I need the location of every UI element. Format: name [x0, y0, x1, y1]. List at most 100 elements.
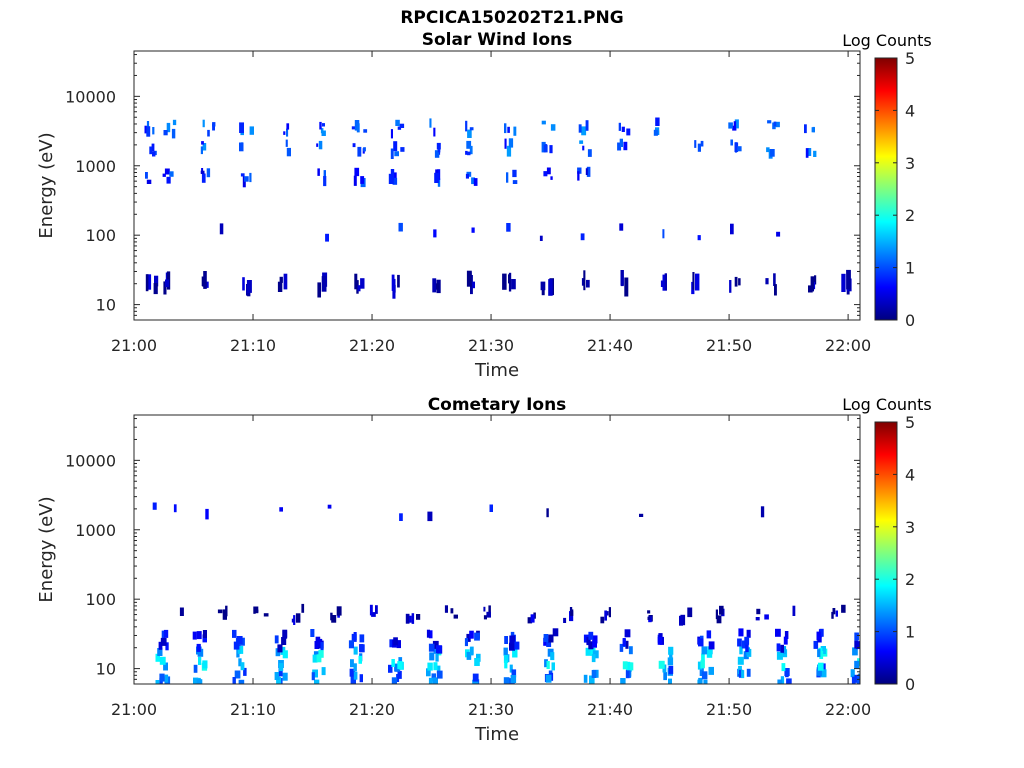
spectrogram-cell [316, 654, 322, 663]
spectrogram-cell [282, 672, 288, 681]
spectrogram-cell [283, 273, 288, 290]
spectrogram-cell [503, 647, 508, 656]
spectrogram-cell [465, 173, 469, 179]
spectrogram-cell [426, 668, 431, 677]
spectrogram-cell [506, 172, 509, 183]
spectrogram-cell [570, 609, 574, 616]
spectrogram-cell [427, 662, 433, 671]
spectrogram-cell [151, 143, 155, 152]
colorbar-tick-label: 3 [905, 154, 915, 173]
spectrogram-cell [353, 671, 358, 680]
spectrogram-cell [162, 173, 166, 177]
spectrogram-cell [653, 129, 658, 136]
spectrogram-cell [166, 176, 171, 184]
spectrogram-cell [592, 650, 599, 659]
spectrogram-cell [533, 612, 536, 619]
spectrogram-cell [469, 145, 473, 155]
spectrogram-cell [577, 171, 580, 181]
spectrogram-cell [222, 609, 227, 620]
spectrogram-cell [411, 613, 415, 624]
spectrogram-cell [818, 662, 824, 671]
spectrogram-cell [243, 667, 247, 676]
spectrogram-cell [504, 123, 507, 134]
spectrogram-cell [469, 630, 474, 639]
spectrogram-cell [351, 633, 357, 642]
spectrogram-cell [193, 664, 198, 673]
spectrogram-cell [321, 276, 327, 292]
spectrogram-cell [856, 676, 860, 684]
spectrogram-cell [203, 271, 207, 289]
spectrogram-cell [687, 607, 693, 618]
spectrogram-cell [738, 669, 744, 678]
colorbar-0 [874, 57, 898, 321]
spectrogram-cell [466, 651, 472, 660]
colorbar-tick-label: 3 [905, 518, 915, 537]
spectrogram-cell [503, 677, 510, 684]
spectrogram-cell [388, 664, 393, 673]
spectrogram-cell [163, 130, 168, 136]
spectrogram-cell [171, 128, 176, 139]
spectrogram-cell [249, 126, 254, 135]
spectrogram-cell [286, 147, 291, 157]
colorbar-1 [874, 421, 898, 685]
spectrogram-cell [509, 664, 513, 673]
spectrogram-cell [841, 604, 846, 613]
spectrogram-cell [744, 636, 750, 645]
spectrogram-cell [179, 607, 184, 616]
spectrogram-cell [363, 147, 366, 152]
spectrogram-cell [202, 143, 207, 151]
spectrogram-cell [507, 678, 513, 684]
spectrogram-cell [716, 615, 722, 624]
spectrogram-cell [206, 168, 211, 178]
spectrogram-cell [311, 672, 315, 681]
spectrogram-cell [242, 277, 245, 291]
spectrogram-cell [435, 653, 439, 662]
spectrogram-cell [318, 649, 324, 658]
spectrogram-cell [756, 608, 761, 615]
spectrogram-cell [586, 279, 590, 288]
spectrogram-cell [544, 659, 548, 668]
spectrogram-cell [506, 223, 511, 232]
spectrogram-cell [310, 629, 315, 637]
spectrogram-cell [360, 176, 365, 184]
x-tick-label: 21:20 [349, 700, 395, 719]
spectrogram-cell [546, 508, 549, 518]
spectrogram-cell [321, 667, 326, 676]
spectrogram-cell [238, 679, 245, 684]
spectrogram-cell [165, 642, 169, 651]
spectrogram-cell [469, 127, 474, 131]
spectrogram-cell [583, 674, 588, 683]
spectrogram-cell [810, 276, 814, 292]
spectrogram-cell [703, 679, 708, 684]
spectrogram-cell [776, 651, 783, 660]
spectrogram-cell [586, 166, 591, 177]
spectrogram-cell [396, 640, 401, 649]
spectrogram-cell [578, 124, 582, 133]
spectrogram-cell [397, 670, 402, 679]
spectrogram-cell [155, 680, 160, 684]
spectrogram-cell [392, 177, 398, 185]
spectrogram-cell [765, 278, 769, 285]
spectrogram-cell [784, 631, 789, 639]
spectrogram-cell [655, 117, 660, 126]
spectrogram-cell [483, 606, 486, 612]
spectrogram-cell [784, 668, 790, 676]
spectrogram-cell [850, 669, 855, 678]
spectrogram-cell [436, 645, 442, 654]
y-tick-label: 100 [85, 226, 116, 245]
spectrogram-cell [359, 634, 365, 643]
spectrogram-cell [550, 124, 556, 131]
axes-frame-1 [133, 414, 861, 685]
spectrogram-cell [819, 628, 824, 637]
spectrogram-cell [323, 170, 326, 180]
colorbar-title-bottom: Log Counts [842, 395, 932, 414]
spectrogram-cell [739, 646, 743, 655]
spectrogram-cell [664, 273, 667, 291]
spectrogram-cell [163, 662, 168, 671]
spectrogram-cell [196, 631, 202, 640]
spectrogram-cell [697, 661, 703, 670]
spectrogram-cell [591, 654, 596, 663]
colorbar-tick-label: 2 [905, 570, 915, 589]
spectrogram-cell [196, 679, 203, 684]
spectrogram-cell [316, 143, 319, 147]
